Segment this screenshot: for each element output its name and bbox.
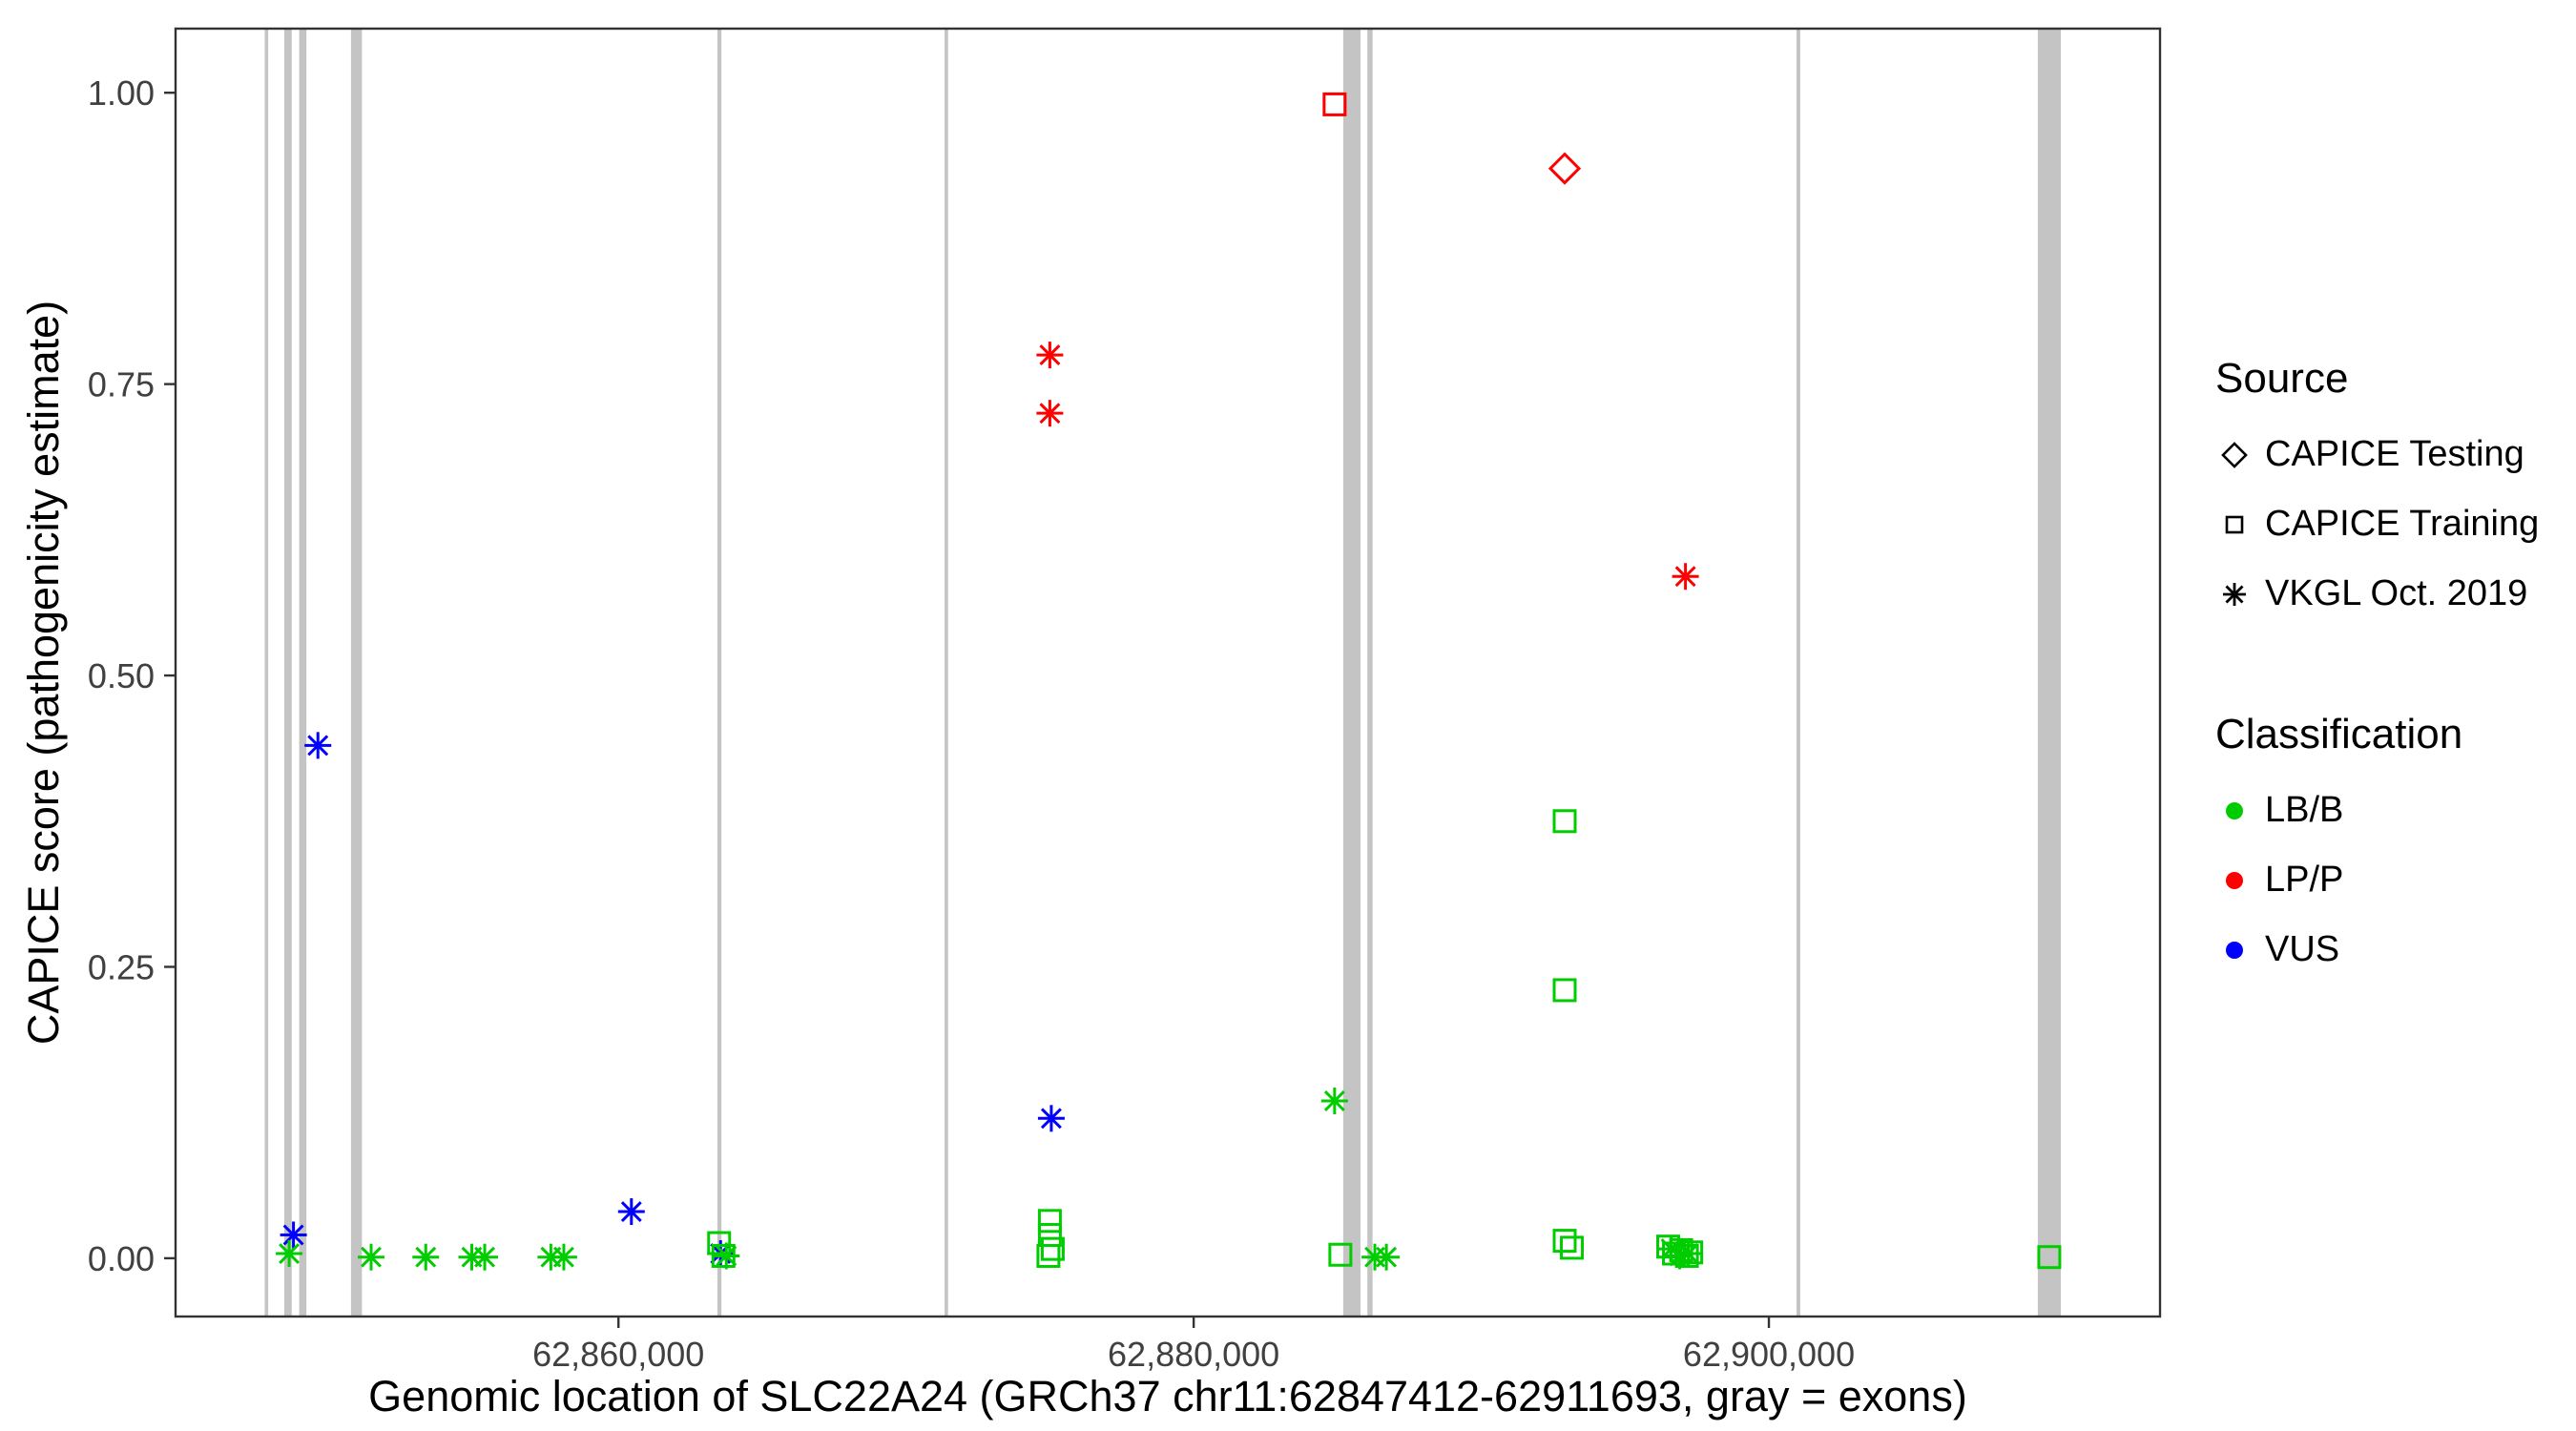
point-square bbox=[1037, 1209, 1062, 1234]
legend-item-label: VUS bbox=[2265, 929, 2340, 969]
square-icon bbox=[2225, 515, 2244, 533]
point-asterisk bbox=[1323, 1090, 1345, 1111]
legend-item-label: CAPICE Testing bbox=[2265, 434, 2524, 474]
point-asterisk bbox=[474, 1246, 496, 1268]
point-diamond bbox=[1548, 152, 1582, 185]
y-tick-label: 0.00 bbox=[88, 1239, 155, 1278]
point-asterisk bbox=[1039, 403, 1061, 425]
plot-border bbox=[174, 27, 2162, 1318]
point-square bbox=[1040, 1236, 1065, 1261]
point-asterisk bbox=[279, 1243, 301, 1264]
x-tick-label: 62,900,000 bbox=[1683, 1335, 1855, 1374]
legend-source-title: Source bbox=[2215, 355, 2349, 402]
exon-bar bbox=[350, 29, 363, 1317]
legend-classification-group: Classification LB/B LP/P VUS bbox=[2215, 711, 2539, 985]
point-square bbox=[1662, 1241, 1687, 1266]
point-square bbox=[1679, 1240, 1704, 1265]
legend-item-lpp: LP/P bbox=[2215, 845, 2539, 915]
legend-item-lbb: LB/B bbox=[2215, 776, 2539, 845]
exon-bar bbox=[1367, 29, 1373, 1317]
legend-item-vkgl: VKGL Oct. 2019 bbox=[2215, 559, 2539, 629]
exon-bar bbox=[2037, 29, 2061, 1317]
legend-source-group: Source CAPICE Testing CAPICE Training VK… bbox=[2215, 355, 2539, 629]
point-asterisk bbox=[361, 1246, 382, 1268]
exon-bar bbox=[299, 29, 307, 1317]
exon-bar bbox=[1342, 29, 1361, 1317]
legend-item-vus: VUS bbox=[2215, 915, 2539, 985]
point-square bbox=[1552, 1229, 1577, 1254]
y-tick-label: 0.75 bbox=[88, 365, 155, 404]
y-tick-label: 0.25 bbox=[88, 947, 155, 986]
red-dot-icon bbox=[2226, 871, 2243, 889]
point-square bbox=[1674, 1243, 1699, 1268]
legend-item-label: CAPICE Training bbox=[2265, 504, 2540, 544]
point-asterisk bbox=[307, 735, 329, 757]
point-square bbox=[1036, 1243, 1061, 1268]
legend-item-label: LP/P bbox=[2265, 860, 2344, 900]
point-square bbox=[707, 1231, 732, 1255]
point-asterisk bbox=[1674, 566, 1696, 588]
legend-item-label: LB/B bbox=[2265, 790, 2344, 830]
point-asterisk bbox=[282, 1224, 304, 1246]
point-asterisk bbox=[552, 1246, 574, 1268]
y-tick-label: 0.50 bbox=[88, 656, 155, 695]
point-asterisk bbox=[1376, 1246, 1398, 1268]
exon-bar bbox=[717, 29, 722, 1317]
blue-dot-icon bbox=[2226, 941, 2243, 959]
asterisk-icon bbox=[2223, 582, 2246, 606]
point-square bbox=[2037, 1245, 2062, 1270]
point-asterisk bbox=[620, 1201, 642, 1223]
y-axis-title: CAPICE score (pathogenicity estimate) bbox=[19, 300, 68, 1046]
exon-bar bbox=[1796, 29, 1800, 1317]
point-asterisk bbox=[1039, 344, 1061, 366]
y-tick-label: 1.00 bbox=[88, 73, 155, 113]
exon-bar bbox=[264, 29, 269, 1317]
point-square bbox=[1560, 1235, 1585, 1260]
legend-item-capice-training: CAPICE Training bbox=[2215, 489, 2539, 559]
x-tick-label: 62,860,000 bbox=[532, 1335, 704, 1374]
point-square bbox=[1552, 809, 1577, 834]
legend: Source CAPICE Testing CAPICE Training VK… bbox=[2215, 355, 2539, 1067]
legend-item-label: VKGL Oct. 2019 bbox=[2265, 573, 2528, 613]
legend-item-capice-testing: CAPICE Testing bbox=[2215, 420, 2539, 489]
green-dot-icon bbox=[2226, 801, 2243, 819]
point-square bbox=[1552, 978, 1577, 1003]
exon-bar bbox=[283, 29, 292, 1317]
point-square bbox=[1328, 1242, 1353, 1267]
point-asterisk bbox=[415, 1246, 437, 1268]
exon-bar bbox=[945, 29, 948, 1317]
diamond-icon bbox=[2221, 441, 2248, 468]
x-axis-title: Genomic location of SLC22A24 (GRCh37 chr… bbox=[368, 1372, 1967, 1421]
x-tick-label: 62,880,000 bbox=[1108, 1335, 1279, 1374]
legend-classification-title: Classification bbox=[2215, 711, 2463, 757]
point-asterisk bbox=[1040, 1108, 1062, 1130]
point-square bbox=[1322, 92, 1347, 116]
point-square bbox=[711, 1243, 736, 1268]
